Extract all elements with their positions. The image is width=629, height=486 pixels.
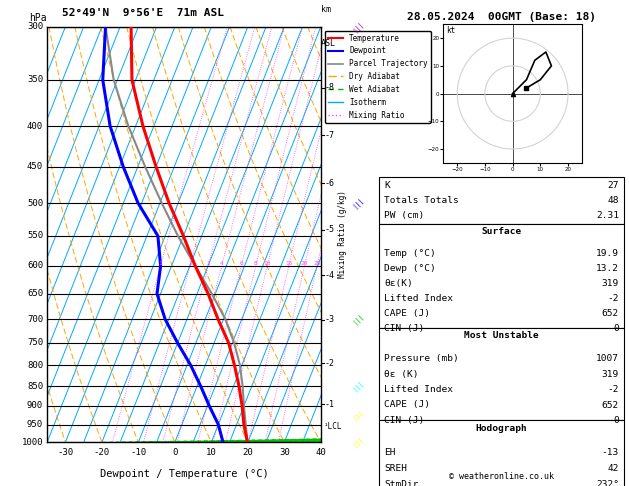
Text: Dewpoint / Temperature (°C): Dewpoint / Temperature (°C) xyxy=(99,469,269,479)
Text: 750: 750 xyxy=(27,338,43,347)
Text: θε (K): θε (K) xyxy=(384,370,419,379)
Text: 1007: 1007 xyxy=(596,354,619,364)
Text: Pressure (mb): Pressure (mb) xyxy=(384,354,459,364)
Text: -6: -6 xyxy=(324,179,334,188)
Text: 400: 400 xyxy=(27,122,43,131)
Text: -8: -8 xyxy=(324,83,334,92)
Text: 8: 8 xyxy=(254,261,258,266)
Text: -3: -3 xyxy=(324,315,334,324)
Text: 30: 30 xyxy=(279,449,290,457)
Text: SREH: SREH xyxy=(384,464,407,473)
Text: -2: -2 xyxy=(608,385,619,394)
Text: 600: 600 xyxy=(27,261,43,270)
Text: 652: 652 xyxy=(602,309,619,318)
Text: 900: 900 xyxy=(27,401,43,410)
Text: 3: 3 xyxy=(206,261,210,266)
Text: -30: -30 xyxy=(57,449,74,457)
Text: StmDir: StmDir xyxy=(384,480,419,486)
Text: -10: -10 xyxy=(130,449,147,457)
Text: 350: 350 xyxy=(27,75,43,85)
Text: -7: -7 xyxy=(324,131,334,140)
Text: 48: 48 xyxy=(608,196,619,205)
Text: 1000: 1000 xyxy=(21,438,43,447)
Text: © weatheronline.co.uk: © weatheronline.co.uk xyxy=(449,472,554,481)
Text: 1: 1 xyxy=(159,261,162,266)
Text: 25: 25 xyxy=(313,261,321,266)
Text: -13: -13 xyxy=(602,448,619,457)
Text: 319: 319 xyxy=(602,370,619,379)
Text: -20: -20 xyxy=(94,449,110,457)
Text: 19.9: 19.9 xyxy=(596,249,619,258)
Text: CIN (J): CIN (J) xyxy=(384,324,425,332)
Text: Temp (°C): Temp (°C) xyxy=(384,249,436,258)
Text: 20: 20 xyxy=(301,261,308,266)
Text: -5: -5 xyxy=(324,225,334,234)
Text: Totals Totals: Totals Totals xyxy=(384,196,459,205)
Text: 6: 6 xyxy=(240,261,243,266)
Text: 232°: 232° xyxy=(596,480,619,486)
Text: 800: 800 xyxy=(27,361,43,370)
Text: CIN (J): CIN (J) xyxy=(384,416,425,425)
Text: 300: 300 xyxy=(27,22,43,31)
Bar xyxy=(379,177,624,224)
Text: 2.31: 2.31 xyxy=(596,211,619,220)
Text: θε(K): θε(K) xyxy=(384,279,413,288)
Text: 52°49'N  9°56'E  71m ASL: 52°49'N 9°56'E 71m ASL xyxy=(62,8,224,18)
Text: Lifted Index: Lifted Index xyxy=(384,294,454,303)
Text: 550: 550 xyxy=(27,231,43,241)
Text: -2: -2 xyxy=(324,359,334,367)
Text: 700: 700 xyxy=(27,314,43,324)
Text: 319: 319 xyxy=(602,279,619,288)
Text: -2: -2 xyxy=(608,294,619,303)
Text: 13.2: 13.2 xyxy=(596,264,619,273)
Text: |||: ||| xyxy=(352,312,365,326)
Bar xyxy=(379,328,624,420)
Text: Dewp (°C): Dewp (°C) xyxy=(384,264,436,273)
Text: 15: 15 xyxy=(285,261,292,266)
Text: 0: 0 xyxy=(613,416,619,425)
Text: CAPE (J): CAPE (J) xyxy=(384,309,430,318)
Text: 20: 20 xyxy=(242,449,253,457)
Text: hPa: hPa xyxy=(30,13,47,22)
Text: -1: -1 xyxy=(324,400,334,409)
Text: kt: kt xyxy=(446,26,455,35)
Text: 650: 650 xyxy=(27,289,43,298)
Text: -4: -4 xyxy=(324,271,334,279)
Text: |||: ||| xyxy=(352,408,365,422)
Text: EH: EH xyxy=(384,448,396,457)
Text: PW (cm): PW (cm) xyxy=(384,211,425,220)
Bar xyxy=(379,224,624,328)
Text: 2: 2 xyxy=(188,261,192,266)
Text: Surface: Surface xyxy=(482,226,521,236)
Text: 4: 4 xyxy=(220,261,223,266)
Text: |||: ||| xyxy=(352,435,365,449)
Text: Mixing Ratio (g/kg): Mixing Ratio (g/kg) xyxy=(338,191,347,278)
Text: 10: 10 xyxy=(264,261,271,266)
Text: Most Unstable: Most Unstable xyxy=(464,331,539,340)
Text: 0: 0 xyxy=(613,324,619,332)
Text: 42: 42 xyxy=(608,464,619,473)
Text: CAPE (J): CAPE (J) xyxy=(384,400,430,410)
Text: 27: 27 xyxy=(608,181,619,190)
Text: 500: 500 xyxy=(27,199,43,208)
Text: ¹LCL: ¹LCL xyxy=(324,422,343,431)
Text: ASL: ASL xyxy=(321,39,336,48)
Text: km: km xyxy=(321,5,331,14)
Text: |||: ||| xyxy=(352,379,365,393)
Text: 950: 950 xyxy=(27,420,43,429)
Text: Lifted Index: Lifted Index xyxy=(384,385,454,394)
Text: 28.05.2024  00GMT (Base: 18): 28.05.2024 00GMT (Base: 18) xyxy=(407,12,596,22)
Text: |||: ||| xyxy=(352,20,365,34)
Bar xyxy=(379,420,624,486)
Text: 850: 850 xyxy=(27,382,43,391)
Text: 652: 652 xyxy=(602,400,619,410)
Text: 40: 40 xyxy=(315,449,326,457)
Text: 450: 450 xyxy=(27,162,43,171)
Text: 10: 10 xyxy=(206,449,217,457)
Text: |||: ||| xyxy=(352,196,365,210)
Legend: Temperature, Dewpoint, Parcel Trajectory, Dry Adiabat, Wet Adiabat, Isotherm, Mi: Temperature, Dewpoint, Parcel Trajectory… xyxy=(325,31,431,122)
Text: 0: 0 xyxy=(172,449,177,457)
Text: Hodograph: Hodograph xyxy=(476,424,528,433)
Text: K: K xyxy=(384,181,390,190)
